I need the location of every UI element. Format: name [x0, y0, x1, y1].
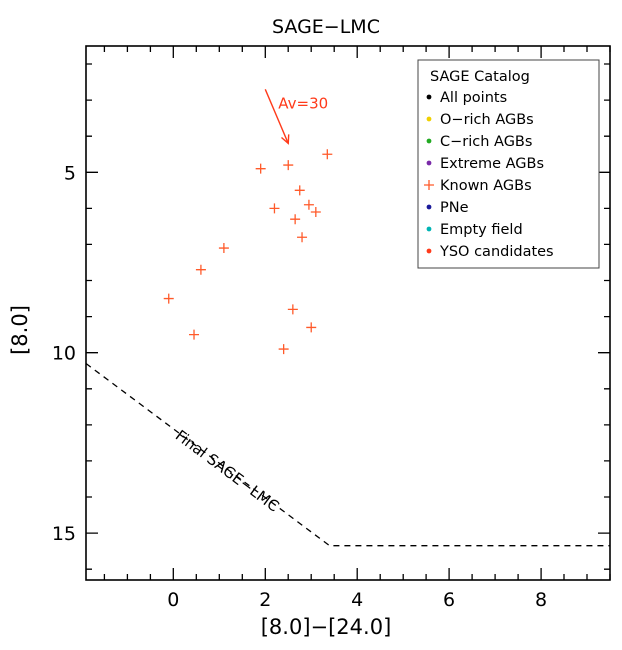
known-agb-marker — [297, 232, 308, 243]
legend-label: PNe — [440, 200, 469, 216]
known-agb-marker — [278, 344, 289, 355]
legend-marker — [426, 160, 432, 166]
boundary-label: Final SAGE−LMC — [172, 426, 283, 515]
known-agb-marker — [287, 304, 298, 315]
known-agb-marker — [306, 322, 317, 333]
legend-marker — [426, 94, 432, 100]
known-agb-marker — [303, 199, 314, 210]
x-tick-label: 6 — [443, 589, 455, 611]
reddening-vector: Av=30 — [264, 89, 328, 145]
legend-marker — [426, 226, 432, 232]
legend-marker — [426, 248, 432, 254]
x-tick-label: 8 — [535, 589, 547, 611]
y-tick-label: 5 — [64, 162, 76, 184]
vector-line — [264, 89, 289, 144]
known-agb-marker — [294, 185, 305, 196]
known-agb-marker — [218, 243, 229, 254]
y-tick-label: 15 — [52, 523, 76, 545]
legend-label: C−rich AGBs — [440, 134, 532, 150]
known-agb-marker — [195, 264, 206, 275]
legend-title: SAGE Catalog — [430, 69, 530, 85]
known-agb-marker — [310, 206, 321, 217]
legend-box — [417, 59, 600, 269]
x-tick-label: 0 — [167, 589, 179, 611]
known-agb-marker — [283, 160, 294, 171]
known-agb-marker — [269, 203, 280, 214]
y-tick-label: 10 — [52, 343, 76, 365]
boundary-layer: Final SAGE−LMC — [85, 362, 610, 547]
legend-marker — [426, 204, 432, 210]
legend-label: Known AGBs — [440, 178, 532, 194]
x-tick-label: 4 — [351, 589, 363, 611]
legend-label: All points — [440, 90, 507, 106]
axis-ticks: 0 2 4 6 8 5 10 15 — [52, 46, 611, 611]
chart-title: SAGE−LMC — [272, 16, 380, 38]
known-agb-marker — [189, 329, 200, 340]
vector-arrowhead — [281, 134, 290, 145]
plot-frame — [85, 45, 611, 581]
legend-marker — [426, 138, 432, 144]
legend-label: Extreme AGBs — [440, 156, 544, 172]
legend: SAGE Catalog All points O−rich AGBs C−rich… — [417, 59, 600, 269]
legend-label: O−rich AGBs — [440, 112, 534, 128]
completeness-boundary — [85, 362, 610, 547]
y-axis-title: [8.0] — [8, 305, 32, 355]
vector-label: Av=30 — [278, 94, 328, 112]
legend-marker — [426, 116, 432, 122]
known-agb-markers — [163, 149, 333, 355]
x-tick-label: 2 — [259, 589, 271, 611]
known-agb-marker — [322, 149, 333, 160]
known-agb-marker — [163, 293, 174, 304]
known-agb-marker — [255, 163, 266, 174]
legend-marker — [424, 180, 434, 190]
x-axis-title: [8.0]−[24.0] — [261, 615, 392, 639]
known-agb-marker — [290, 214, 301, 225]
legend-label: YSO candidates — [439, 244, 554, 260]
legend-label: Empty field — [440, 222, 523, 238]
